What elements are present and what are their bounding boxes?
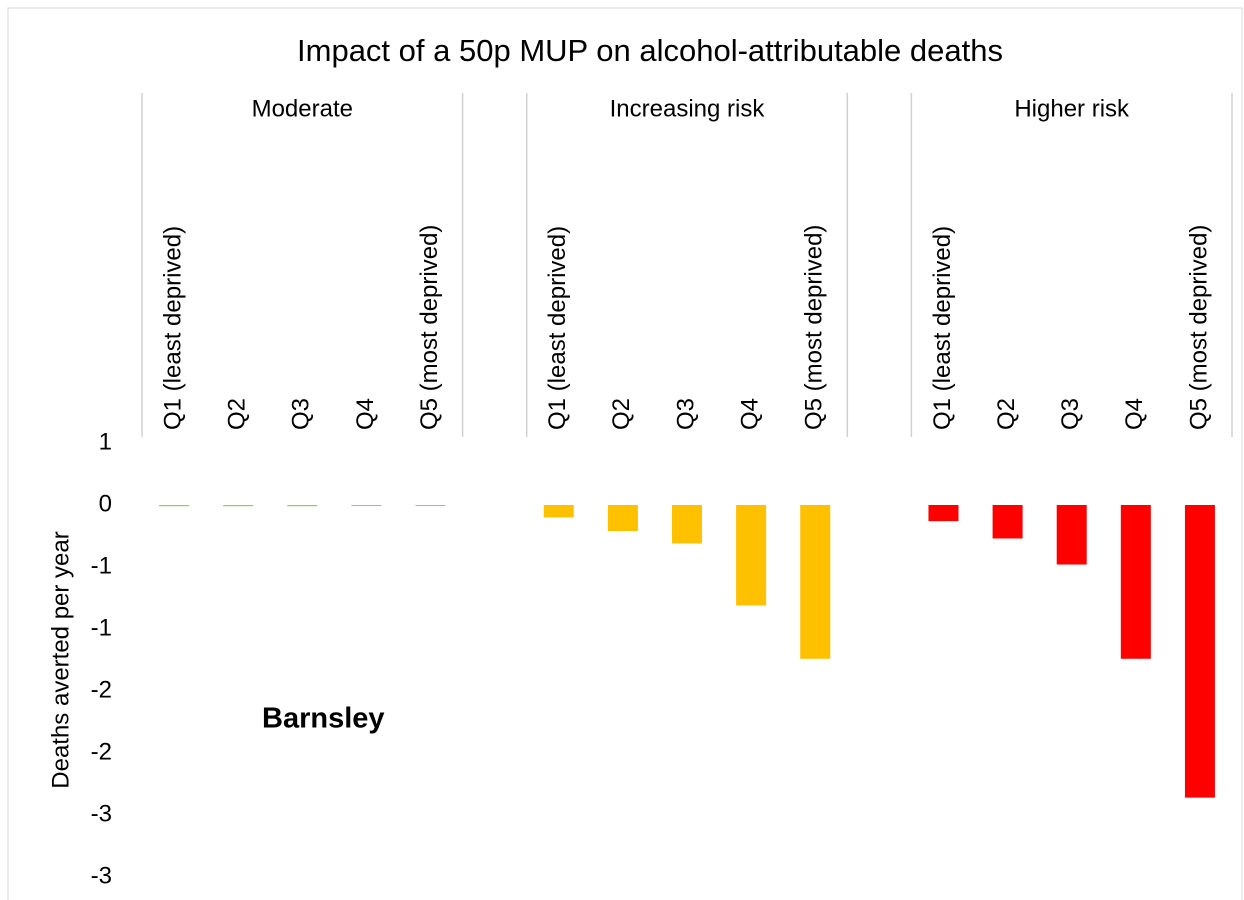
x-tick-label: Q2: [993, 398, 1020, 430]
y-tick-label: -3: [91, 862, 112, 889]
y-tick-label: -1: [91, 552, 112, 579]
bar: [800, 505, 831, 659]
bar: [992, 505, 1023, 539]
bar: [1056, 505, 1087, 565]
group-label: Higher risk: [1014, 95, 1130, 122]
group-label: Moderate: [252, 95, 353, 122]
bar: [1184, 505, 1215, 798]
bar: [223, 505, 254, 507]
bar: [415, 505, 446, 506]
x-tick-label: Q3: [672, 398, 699, 430]
bar: [1120, 505, 1151, 659]
x-tick-label: Q1 (least deprived): [929, 226, 956, 430]
bar: [159, 505, 190, 507]
bar: [351, 505, 382, 506]
x-tick-label: Q4: [352, 398, 379, 430]
x-tick-label: Q1 (least deprived): [544, 226, 571, 430]
bar: [287, 505, 318, 507]
x-tick-label: Q5 (most deprived): [801, 225, 828, 430]
y-tick-label: -2: [91, 676, 112, 703]
y-tick-label: 0: [99, 490, 112, 517]
y-tick-label: -2: [91, 738, 112, 765]
bar: [672, 505, 702, 544]
group-label: Increasing risk: [610, 95, 766, 122]
annotation: Barnsley: [262, 703, 385, 735]
chart-title: Impact of a 50p MUP on alcohol-attributa…: [297, 33, 1003, 68]
bar: [928, 505, 959, 522]
chart-border: [7, 7, 1243, 900]
x-tick-label: Q2: [608, 398, 635, 430]
x-tick-label: Q4: [1121, 398, 1148, 430]
x-tick-label: Q4: [736, 398, 763, 430]
bar: [607, 505, 638, 532]
y-tick-label: -1: [91, 614, 112, 641]
y-tick-label: -3: [91, 800, 112, 827]
x-tick-label: Q3: [1057, 398, 1084, 430]
y-axis-label: Deaths averted per year: [47, 531, 74, 788]
x-tick-label: Q5 (most deprived): [1185, 225, 1212, 430]
x-tick-label: Q5 (most deprived): [416, 225, 443, 430]
x-tick-label: Q2: [224, 398, 251, 430]
y-tick-label: 1: [99, 428, 112, 455]
x-tick-label: Q3: [288, 398, 315, 430]
bar: [736, 505, 767, 606]
x-tick-label: Q1 (least deprived): [159, 226, 186, 430]
bar: [543, 505, 574, 518]
